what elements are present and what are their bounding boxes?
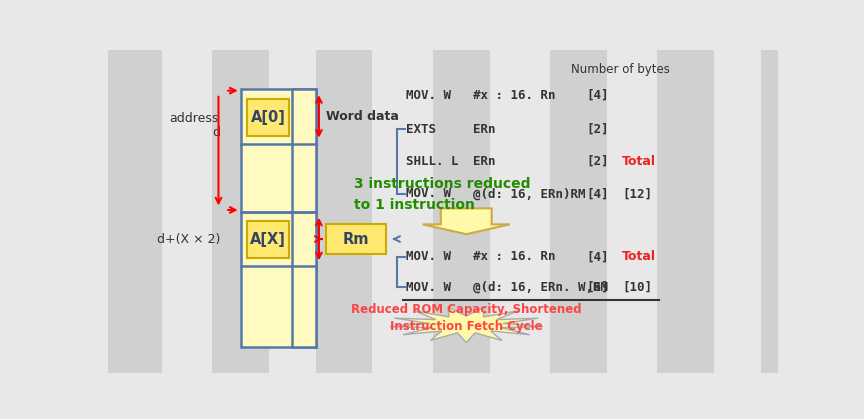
Bar bbox=[657, 50, 714, 373]
Text: address: address bbox=[169, 111, 219, 124]
Bar bbox=[292, 89, 315, 347]
Text: [4]: [4] bbox=[587, 187, 609, 200]
Text: to 1 instruction: to 1 instruction bbox=[354, 198, 475, 212]
Bar bbox=[212, 50, 269, 373]
Text: Word data: Word data bbox=[326, 110, 398, 123]
Text: SHLL. L: SHLL. L bbox=[406, 155, 459, 168]
Text: #x : 16. Rn: #x : 16. Rn bbox=[473, 89, 556, 102]
Text: Number of bytes: Number of bytes bbox=[571, 63, 670, 76]
Text: MOV. W: MOV. W bbox=[406, 281, 451, 294]
Bar bbox=[550, 50, 607, 373]
Text: Rm: Rm bbox=[342, 232, 369, 246]
Text: @(d: 16, ERn)RM: @(d: 16, ERn)RM bbox=[473, 187, 586, 200]
Bar bbox=[240, 89, 315, 347]
Bar bbox=[433, 50, 490, 373]
Text: A[X]: A[X] bbox=[250, 232, 286, 247]
Bar bbox=[761, 50, 778, 373]
Text: Total: Total bbox=[622, 155, 657, 168]
Text: d+(X × 2): d+(X × 2) bbox=[157, 233, 220, 246]
Text: [4]: [4] bbox=[587, 89, 609, 102]
Polygon shape bbox=[390, 307, 543, 342]
Bar bbox=[247, 99, 289, 136]
Text: 3 instructions reduced: 3 instructions reduced bbox=[354, 177, 530, 191]
Bar bbox=[247, 221, 289, 259]
Text: #x : 16. Rn: #x : 16. Rn bbox=[473, 250, 556, 263]
Text: [12]: [12] bbox=[622, 187, 652, 200]
Bar bbox=[326, 224, 386, 254]
Text: d: d bbox=[213, 126, 220, 139]
Text: MOV. W: MOV. W bbox=[406, 89, 451, 102]
Bar bbox=[315, 50, 372, 373]
Bar bbox=[108, 50, 162, 373]
Text: MOV. W: MOV. W bbox=[406, 187, 451, 200]
Text: [10]: [10] bbox=[622, 281, 652, 294]
Polygon shape bbox=[422, 208, 510, 234]
Text: A[0]: A[0] bbox=[251, 110, 285, 125]
Text: EXTS: EXTS bbox=[406, 123, 436, 136]
Text: @(d: 16, ERn. W,RM: @(d: 16, ERn. W,RM bbox=[473, 281, 608, 294]
Text: [4]: [4] bbox=[587, 250, 609, 263]
Text: MOV. W: MOV. W bbox=[406, 250, 451, 263]
Text: ERn: ERn bbox=[473, 123, 495, 136]
Text: [6]: [6] bbox=[587, 281, 609, 294]
Text: [2]: [2] bbox=[587, 155, 609, 168]
Text: [2]: [2] bbox=[587, 123, 609, 136]
Text: Total: Total bbox=[622, 250, 657, 263]
Text: Reduced ROM Capacity, Shortened: Reduced ROM Capacity, Shortened bbox=[351, 303, 581, 316]
Text: ERn: ERn bbox=[473, 155, 495, 168]
Text: Instruction Fetch Cycle: Instruction Fetch Cycle bbox=[390, 320, 543, 333]
